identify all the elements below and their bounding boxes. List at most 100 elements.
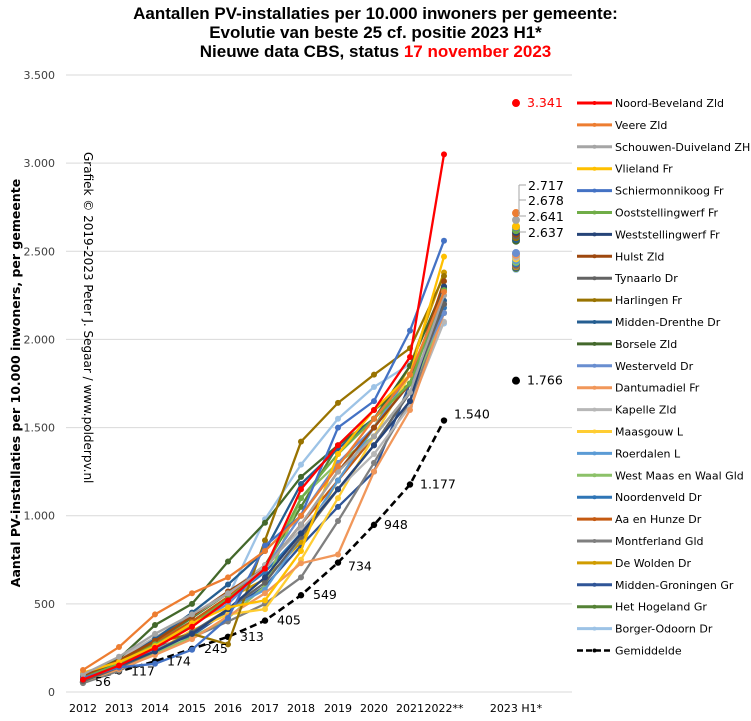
legend-label: Kapelle Zld — [615, 404, 676, 417]
data-point — [152, 630, 158, 637]
legend-marker — [592, 166, 597, 171]
data-point — [371, 442, 377, 449]
h1-point — [512, 99, 520, 108]
data-point — [225, 581, 231, 588]
legend-marker — [592, 210, 597, 215]
legend-item: Ooststellingwerf Fr — [577, 207, 719, 220]
x-axis-ticks: 2012 2013 2014 2015 2016 2017 2018 2019 2020 2021… — [69, 702, 543, 715]
y-tick-label: 3.000 — [24, 157, 56, 170]
legend-marker — [592, 648, 597, 653]
data-point — [298, 560, 304, 567]
data-point — [189, 630, 195, 637]
legend-marker — [592, 451, 597, 456]
h1-avg-label: 1.766 — [527, 373, 563, 388]
y-axis-label: Aantal PV-installaties per 10.000 inwone… — [8, 179, 23, 587]
data-point — [225, 604, 231, 611]
data-point — [262, 519, 268, 526]
data-point — [80, 666, 86, 673]
data-point — [407, 371, 413, 378]
data-point — [371, 468, 377, 475]
legend-item: Schiermonnikoog Fr — [577, 185, 724, 198]
data-point — [440, 417, 448, 424]
x-tick-label: 2014 — [141, 702, 169, 715]
data-point — [225, 614, 231, 621]
series-line — [82, 280, 446, 678]
legend-label: De Wolden Dr — [615, 557, 691, 570]
data-point — [225, 558, 231, 565]
data-point — [262, 597, 268, 604]
legend-marker — [592, 385, 597, 390]
avg-data-label: 549 — [313, 587, 337, 602]
data-point — [406, 481, 414, 488]
data-point — [407, 354, 413, 361]
legend-item: Borsele Zld — [577, 338, 677, 351]
legend-label: Westerveld Dr — [615, 360, 694, 373]
legend-label: Midden-Drenthe Dr — [615, 316, 721, 329]
x-tick-label: 2013 — [105, 702, 133, 715]
h1-point — [512, 376, 520, 385]
legend-marker — [592, 341, 597, 346]
legend-marker — [592, 144, 597, 149]
data-point — [335, 415, 341, 422]
data-point — [261, 617, 269, 624]
x-tick-label: 2023 H1* — [490, 702, 543, 715]
legend-label: Midden-Groningen Gr — [615, 579, 734, 592]
gridlines — [66, 74, 572, 693]
legend-marker — [592, 626, 597, 631]
data-point — [189, 600, 195, 607]
data-point — [371, 398, 377, 405]
data-point — [152, 660, 158, 667]
data-point — [189, 646, 195, 653]
data-point — [189, 590, 195, 597]
legend-item: Schouwen-Duiveland ZH — [577, 141, 750, 154]
legend-marker — [592, 298, 597, 303]
legend-label: Ooststellingwerf Fr — [615, 207, 719, 220]
legend-marker — [592, 604, 597, 609]
data-point — [298, 473, 304, 480]
series-noord-beveland-zld — [80, 99, 520, 683]
legend-label: Schiermonnikoog Fr — [615, 185, 724, 198]
title-line-2: Evolutie van beste 25 cf. positie 2023 H… — [209, 23, 542, 42]
series-vlieland-fr — [80, 222, 520, 676]
legend-marker — [592, 407, 597, 412]
data-point — [297, 592, 305, 599]
data-point — [262, 565, 268, 572]
data-point — [371, 424, 377, 431]
avg-data-label: 948 — [384, 517, 408, 532]
h1-point — [512, 249, 520, 258]
legend-label: Dantumadiel Fr — [615, 382, 700, 395]
data-point — [371, 384, 377, 391]
title-status-date: 17 november 2023 — [403, 42, 552, 61]
legend: Noord-Beveland Zld Veere Zld Schouwen-Duiv… — [577, 97, 750, 658]
series-line — [82, 291, 446, 671]
x-tick-label: 2012 — [69, 702, 97, 715]
legend-label: Harlingen Fr — [615, 294, 682, 307]
legend-marker — [592, 582, 597, 587]
x-tick-label: 2015 — [178, 702, 206, 715]
data-point — [334, 559, 342, 566]
legend-marker — [592, 276, 597, 281]
data-point — [335, 486, 341, 493]
legend-marker — [592, 429, 597, 434]
legend-item: Noord-Beveland Zld — [577, 97, 724, 110]
data-point — [335, 477, 341, 484]
legend-item: Midden-Drenthe Dr — [577, 316, 721, 329]
data-point — [262, 542, 268, 549]
h1-point — [512, 222, 520, 231]
series-lines — [79, 99, 520, 687]
data-point — [298, 486, 304, 493]
data-point — [335, 424, 341, 431]
data-point — [262, 537, 268, 544]
data-point — [407, 406, 413, 413]
legend-marker — [592, 517, 597, 522]
avg-data-label: 174 — [167, 653, 191, 668]
legend-marker — [592, 188, 597, 193]
legend-marker — [592, 560, 597, 565]
series-line — [82, 286, 446, 678]
data-point — [298, 461, 304, 468]
data-point — [441, 309, 447, 316]
legend-item: Noordenveld Dr — [577, 491, 702, 504]
data-point — [335, 503, 341, 510]
y-tick-label: 3.500 — [24, 69, 56, 82]
